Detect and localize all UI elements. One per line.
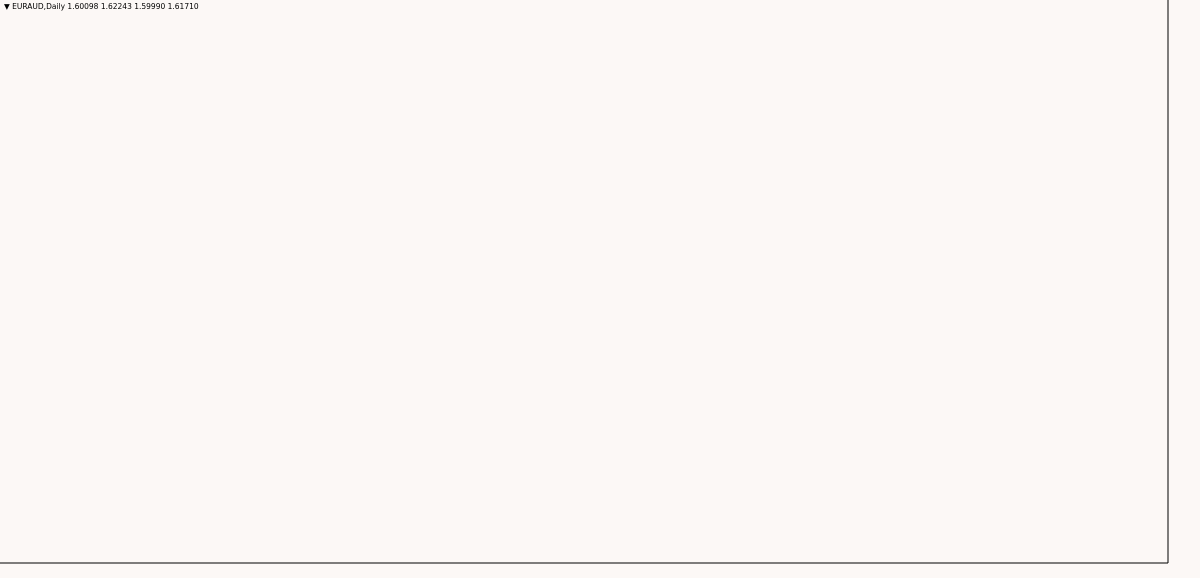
chart-title: ▼ EURAUD,Daily 1.60098 1.62243 1.59990 1…: [4, 2, 199, 11]
